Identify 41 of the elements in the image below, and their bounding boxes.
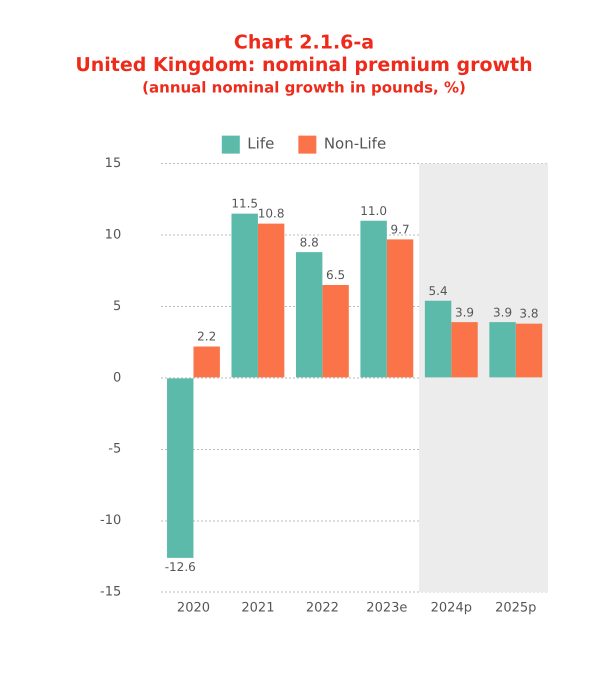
bar [489, 322, 516, 378]
data-label: 3.9 [493, 305, 512, 320]
bar [167, 378, 194, 558]
y-tick-label: 15 [104, 156, 122, 171]
y-tick-label: -5 [108, 442, 122, 457]
y-tick-label: 10 [104, 227, 122, 242]
bar [296, 252, 322, 378]
data-label: 11.5 [231, 196, 258, 211]
chart-subtitle: (annual nominal growth in pounds, %) [142, 78, 466, 96]
data-label: 11.0 [360, 204, 387, 218]
data-label: 8.8 [300, 235, 319, 250]
bar [516, 324, 542, 378]
chart-title: Chart 2.1.6-a United Kingdom: nominal premium growth [75, 31, 533, 76]
data-label: 9.7 [390, 222, 410, 236]
data-label: 10.8 [258, 206, 284, 221]
bar [231, 214, 258, 378]
bar [258, 224, 284, 378]
x-tick-label: 2022 [306, 600, 339, 616]
bar [322, 285, 349, 378]
x-tick-label: 2024p [430, 600, 472, 616]
data-label: -12.6 [164, 560, 196, 574]
y-tick-label: 0 [112, 370, 122, 386]
y-tick-label: 5 [112, 298, 122, 314]
x-tick-label: 2021 [241, 600, 274, 616]
x-tick-label: 2025p [495, 600, 536, 616]
bar [193, 346, 220, 378]
legend-label: Non-Life [324, 134, 386, 152]
x-tick-label: 2023e [366, 600, 408, 616]
data-label: 3.8 [519, 306, 539, 321]
data-label: 6.5 [326, 268, 346, 282]
x-tick-label: 2020 [176, 600, 210, 616]
legend-label: Life [247, 134, 274, 152]
data-label: 3.9 [454, 305, 474, 320]
bar [360, 220, 387, 378]
y-tick-label: -15 [100, 584, 122, 600]
bar [386, 239, 414, 378]
bar [451, 322, 478, 378]
bar [424, 300, 452, 378]
data-label: 5.4 [428, 284, 448, 298]
data-label: 2.2 [197, 330, 216, 344]
y-tick-label: -10 [100, 513, 122, 528]
